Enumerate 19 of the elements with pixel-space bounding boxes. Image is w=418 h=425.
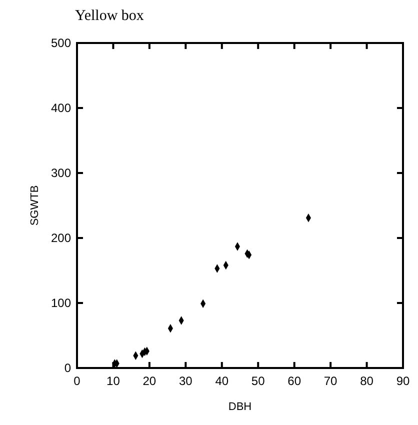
x-tick-label: 20 [142, 374, 156, 388]
x-tick-label: 70 [324, 374, 338, 388]
y-tick-label: 500 [50, 36, 72, 50]
y-tick-label: 200 [50, 231, 72, 245]
y-axis-title: SGWTB [29, 185, 41, 226]
y-tick-label: 300 [50, 166, 72, 180]
x-tick-label: 10 [106, 374, 120, 388]
x-tick-label: 30 [178, 374, 193, 388]
y-tick-label: 400 [50, 101, 72, 115]
x-tick-label: 90 [396, 374, 410, 388]
x-tick-label: 80 [360, 374, 374, 388]
x-tick-label: 0 [74, 374, 81, 388]
x-tick-label: 50 [251, 374, 266, 388]
x-tick-label: 40 [215, 374, 229, 388]
y-tick-label: 0 [64, 361, 72, 375]
y-tick-label: 100 [50, 296, 72, 310]
x-axis-title: DBH [228, 401, 252, 413]
x-tick-label: 60 [288, 374, 302, 388]
chart-title: Yellow box [75, 8, 144, 24]
